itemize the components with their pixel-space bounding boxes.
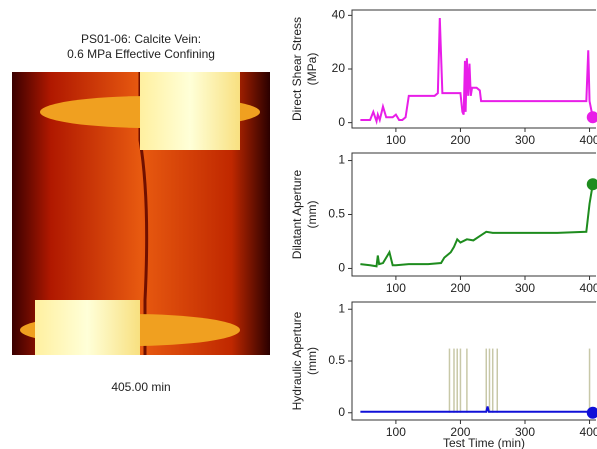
image-panel: PS01-06: Calcite Vein: 0.6 MPa Effective… (12, 32, 270, 394)
end-marker (586, 111, 597, 124)
x-tick-label: 100 (386, 425, 406, 439)
y-tick-label: 1 (338, 301, 345, 315)
y-tick-label: 0.5 (328, 353, 345, 367)
image-title: PS01-06: Calcite Vein: (81, 32, 201, 46)
axis-frame (351, 301, 596, 421)
y-axis-label: Direct Shear Stress (290, 17, 304, 121)
image-caption: 405.00 min (111, 380, 170, 394)
y-tick-label: 20 (332, 61, 346, 75)
x-axis-label: Test Time (min) (443, 436, 525, 449)
y-tick-label: 0 (338, 115, 345, 129)
cylinder-bottom (35, 300, 140, 355)
x-tick-label: 400 (580, 133, 597, 147)
y-tick-label: 40 (332, 8, 346, 22)
image-title: 0.6 MPa Effective Confining (67, 47, 215, 61)
chart: 0 20 40 100 200 300 400 Direct Shear Stress (MPa… (290, 8, 597, 147)
x-tick-label: 200 (450, 281, 470, 295)
y-tick-label: 1 (338, 153, 345, 167)
y-axis-label: Hydraulic Aperture (290, 311, 304, 410)
y-axis-label: (MPa) (305, 53, 319, 86)
data-line (360, 184, 594, 268)
x-tick-label: 200 (450, 425, 470, 439)
end-marker (586, 178, 597, 191)
y-axis-label: (mm) (305, 347, 319, 375)
x-tick-label: 100 (386, 281, 406, 295)
x-tick-label: 200 (450, 133, 470, 147)
axis-frame (351, 9, 596, 129)
x-tick-label: 400 (580, 425, 597, 439)
chart: 0 0.5 1 100 200 300 400 Hydraulic Aperture (mm) T… (290, 301, 597, 449)
y-tick-label: 0.5 (328, 207, 345, 221)
y-tick-label: 0 (338, 261, 345, 275)
x-tick-label: 300 (515, 425, 535, 439)
x-tick-label: 300 (515, 133, 535, 147)
axis-frame (351, 152, 596, 277)
y-axis-label: Dilatant Aperture (290, 169, 304, 259)
x-tick-label: 300 (515, 281, 535, 295)
cylinder-top (140, 72, 240, 150)
x-tick-label: 400 (580, 281, 597, 295)
end-marker (586, 406, 597, 419)
data-line (360, 18, 594, 126)
y-axis-label: (mm) (305, 201, 319, 229)
data-line (360, 406, 594, 414)
chart: 0 0.5 1 100 200 300 400 Dilatant Aperture (mm) (290, 152, 597, 295)
x-tick-label: 100 (386, 133, 406, 147)
y-tick-label: 0 (338, 405, 345, 419)
